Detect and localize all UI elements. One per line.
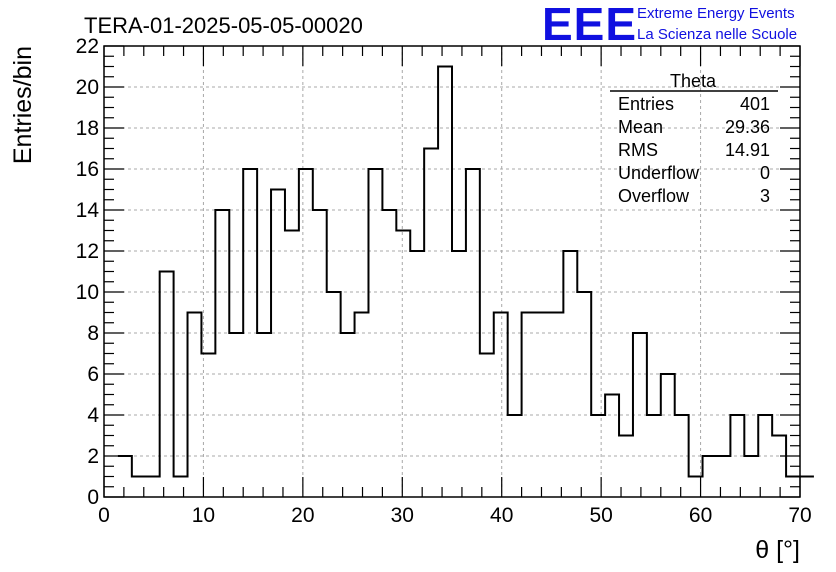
stats-label: Underflow <box>618 163 700 183</box>
x-tick-label: 50 <box>589 504 612 527</box>
eee-logo: EEE Extreme Energy Events La Scienza nel… <box>542 0 797 50</box>
y-tick-label: 2 <box>87 445 99 468</box>
y-tick-label: 20 <box>76 76 99 99</box>
stats-value: 14.91 <box>725 140 770 160</box>
stats-label: Mean <box>618 117 663 137</box>
chart-title: TERA-01-2025-05-05-00020 <box>84 13 363 38</box>
y-tick-label: 6 <box>87 363 99 386</box>
y-tick-labels: 0 2 4 6 8 10 12 14 16 18 20 22 <box>76 35 100 509</box>
x-tick-label: 10 <box>192 504 215 527</box>
stats-label: RMS <box>618 140 658 160</box>
x-tick-label: 20 <box>291 504 314 527</box>
y-tick-label: 8 <box>87 322 99 345</box>
eee-logo-mark: EEE <box>542 0 637 50</box>
x-tick-label: 40 <box>490 504 513 527</box>
x-tick-label: 60 <box>689 504 712 527</box>
y-axis-label: Entries/bin <box>9 46 37 164</box>
stats-label: Overflow <box>618 186 690 206</box>
stats-value: 3 <box>760 186 770 206</box>
stats-title: Theta <box>670 71 717 91</box>
stats-label: Entries <box>618 94 674 114</box>
y-tick-label: 22 <box>76 35 99 58</box>
x-tick-labels: 0 10 20 30 40 50 60 70 <box>98 504 812 527</box>
x-tick-label: 30 <box>391 504 414 527</box>
y-tick-label: 14 <box>76 199 100 222</box>
stats-value: 29.36 <box>725 117 770 137</box>
x-tick-label: 0 <box>98 504 110 527</box>
y-tick-label: 0 <box>87 486 99 509</box>
histogram-outline <box>117 65 814 478</box>
stats-value: 0 <box>760 163 770 183</box>
x-axis-label: θ [°] <box>755 536 800 564</box>
logo-line-1: Extreme Energy Events <box>637 5 795 22</box>
y-tick-label: 10 <box>76 281 99 304</box>
y-tick-label: 16 <box>76 158 99 181</box>
axis-ticks <box>103 45 801 498</box>
y-tick-label: 4 <box>87 404 99 427</box>
y-tick-label: 12 <box>76 240 99 263</box>
y-tick-label: 18 <box>76 117 99 140</box>
stats-box: Theta Entries 401 Mean 29.36 RMS 14.91 U… <box>610 71 778 206</box>
x-tick-label: 70 <box>788 504 811 527</box>
logo-line-2: La Scienza nelle Scuole <box>637 26 797 43</box>
stats-value: 401 <box>740 94 770 114</box>
